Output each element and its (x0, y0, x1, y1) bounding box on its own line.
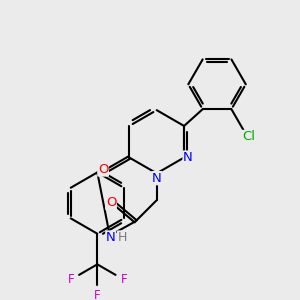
Text: N: N (183, 151, 193, 164)
Text: F: F (94, 289, 101, 300)
Text: N: N (106, 231, 116, 244)
Text: F: F (121, 273, 127, 286)
Text: O: O (98, 163, 108, 176)
Text: O: O (106, 196, 116, 209)
Text: N: N (152, 172, 162, 185)
Text: Cl: Cl (242, 130, 255, 143)
Text: F: F (68, 273, 74, 286)
Text: H: H (118, 231, 127, 244)
